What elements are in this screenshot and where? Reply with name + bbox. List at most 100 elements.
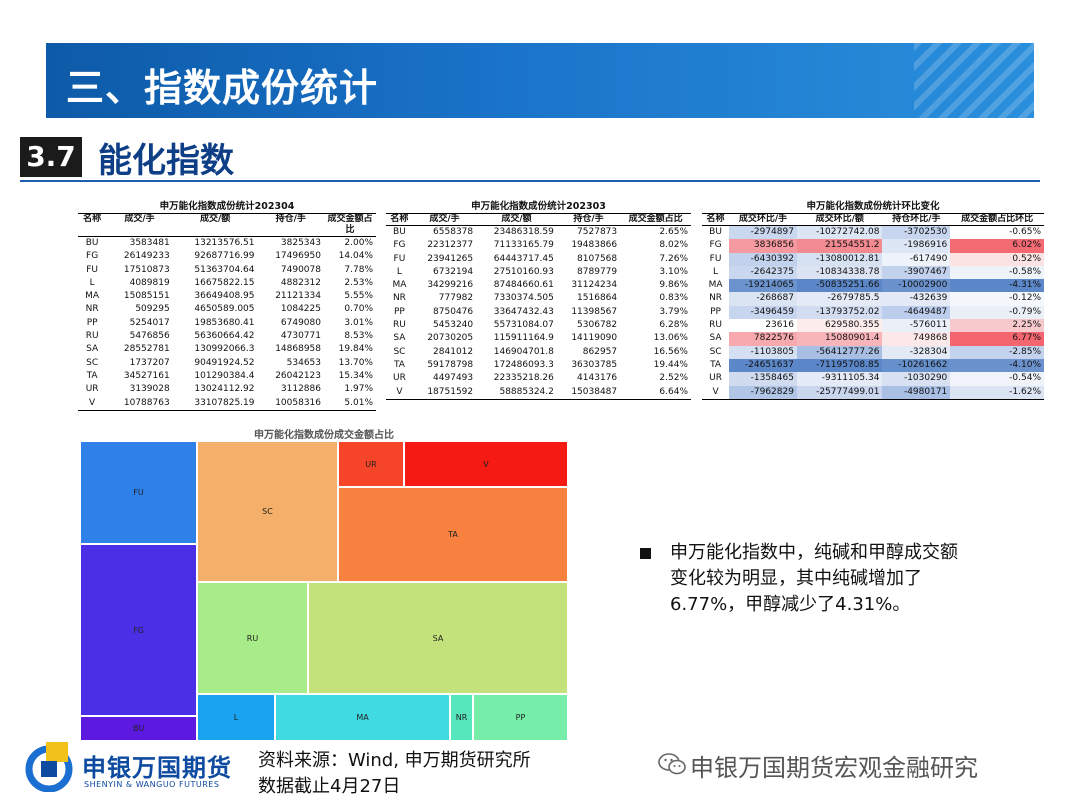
value-cell: -10002900 (882, 279, 951, 293)
table-row: V 10788763 33107825.19 10058316 5.01% (78, 397, 376, 411)
treemap-tile-ma: MA (275, 694, 450, 741)
value-cell: 172486093.3 (493, 359, 554, 370)
treemap-tile-ru: RU (197, 582, 308, 694)
value-cell: 6.28% (659, 320, 688, 331)
value-cell: -4649487 (882, 305, 951, 320)
value-cell: -4.10% (950, 358, 1044, 373)
column-header: 成交/手 (124, 214, 155, 224)
value-cell: 64443717.45 (493, 253, 554, 264)
value-cell: -2974897 (729, 225, 797, 240)
value-cell: 6.64% (659, 386, 688, 397)
treemap-tile-ta: TA (338, 487, 568, 582)
bullet-text: 申万能化指数中，纯碱和甲醇成交额 变化较为明显，其中纯碱增加了 6.77%，甲醇… (670, 540, 1040, 618)
column-header: 名称 (390, 214, 409, 224)
table-row: MA -19214065 -50835251.66 -10002900 -4.31% (702, 279, 1044, 293)
column-header: 成交金额占比环比 (961, 214, 1034, 224)
value-cell: 87484660.61 (493, 280, 554, 291)
value-cell: 26149233 (123, 251, 170, 262)
value-cell: 3.79% (659, 306, 688, 317)
value-cell: 6558378 (433, 227, 474, 237)
value-cell: -1986916 (882, 239, 951, 253)
value-cell: 5.01% (344, 397, 373, 408)
value-cell: 3583481 (129, 238, 170, 248)
row-name-cell: TA (393, 359, 405, 370)
treemap-tile-sa: SA (308, 582, 568, 694)
value-cell: 17510873 (123, 264, 170, 275)
row-name-cell: BU (85, 238, 99, 248)
value-cell: 5453240 (433, 320, 474, 331)
value-cell: -24651637 (729, 358, 797, 373)
value-cell: -0.54% (950, 372, 1044, 386)
value-cell: 146904701.8 (493, 346, 554, 357)
value-cell: 8789779 (577, 266, 618, 277)
value-cell: 13024112.92 (194, 384, 255, 395)
value-cell: -10261662 (882, 358, 951, 373)
value-cell: 2.52% (659, 373, 688, 384)
treemap-tile-v: V (404, 441, 568, 487)
value-cell: 0.52% (950, 252, 1044, 266)
row-name-cell: UR (709, 373, 722, 384)
value-cell: -0.58% (950, 265, 1044, 280)
value-cell: 8.53% (344, 331, 373, 342)
value-cell: 6732194 (433, 266, 474, 277)
value-cell: -1030290 (882, 372, 951, 386)
value-cell: -19214065 (729, 279, 797, 293)
section-number: 3.7 (20, 137, 82, 177)
table-row: MA 15085151 36649408.95 21121334 5.55% (78, 290, 376, 303)
value-cell: 749868 (882, 332, 951, 346)
value-cell: 8.02% (659, 240, 688, 251)
table-row: BU 3583481 13213576.51 3825343 2.00% (78, 237, 376, 251)
value-cell: -3702530 (882, 225, 951, 240)
table-row: L -2642375 -10834338.78 -3907467 -0.58% (702, 265, 1044, 280)
table-row: NR 777982 7330374.505 1516864 0.83% (386, 292, 691, 305)
value-cell: 115911164.9 (493, 333, 554, 344)
value-cell: 27510160.93 (493, 266, 554, 277)
value-cell: 3836856 (729, 239, 797, 253)
value-cell: 2841012 (433, 346, 474, 357)
value-cell: 90491924.52 (194, 357, 255, 368)
table-title: 申万能化指数成份统计环比变化 (806, 201, 940, 212)
row-name-cell: FU (709, 253, 722, 264)
row-name-cell: PP (86, 317, 98, 328)
date-line: 数据截止4月27日 (258, 776, 401, 797)
table-row: L 4089819 16675822.15 4882312 2.53% (78, 277, 376, 290)
value-cell: 19.44% (653, 359, 688, 370)
bullet-line: 变化较为明显，其中纯碱增加了 (670, 568, 922, 589)
treemap-tile-bu: BU (80, 716, 197, 741)
row-name-cell: FG (709, 240, 722, 251)
value-cell: 92687716.99 (194, 251, 255, 262)
value-cell: 6749080 (280, 317, 321, 328)
tile-label: SA (432, 633, 444, 643)
row-name-cell: BU (709, 227, 722, 237)
value-cell: 3112886 (280, 384, 321, 395)
tile-label: PP (515, 713, 526, 722)
value-cell: 2.00% (344, 238, 373, 248)
value-cell: 7527873 (577, 227, 618, 237)
logo-english-text: SHENYIN & WANGUO FUTURES (84, 780, 220, 789)
row-name-cell: SA (86, 344, 99, 355)
table-row: FG 26149233 92687716.99 17496950 14.04% (78, 250, 376, 263)
column-header: 成交金额占比 (628, 214, 683, 224)
value-cell: 23616 (729, 319, 797, 333)
table-row: SA 7822576 15080901.4 749868 6.77% (702, 332, 1044, 346)
tile-label: V (483, 459, 489, 469)
treemap-tile-l: L (197, 694, 275, 741)
value-cell: 14119090 (571, 333, 618, 344)
value-cell: 23486318.59 (493, 227, 554, 237)
table-row: SA 20730205 115911164.9 14119090 13.06% (386, 332, 691, 345)
table-row: SC 1737207 90491924.52 534653 13.70% (78, 357, 376, 370)
row-name-cell: SC (709, 346, 722, 357)
bullet-square-icon (640, 548, 651, 559)
table-row: TA -24651637 -71195708.85 -10261662 -4.10% (702, 358, 1044, 373)
row-name-cell: UR (85, 384, 99, 395)
table-row: RU 5476856 56360664.42 4730771 8.53% (78, 330, 376, 343)
value-cell: -13080012.81 (796, 252, 883, 266)
tile-label: L (233, 713, 239, 722)
value-cell: 15080901.4 (796, 332, 883, 346)
tile-label: NR (455, 713, 468, 722)
logo-text: 申银万国期货 (82, 754, 232, 782)
value-cell: 4143176 (577, 373, 618, 384)
section-title: 能化指数 (98, 141, 234, 181)
value-cell: 16.56% (653, 346, 688, 357)
table-row: L 6732194 27510160.93 8789779 3.10% (386, 266, 691, 279)
